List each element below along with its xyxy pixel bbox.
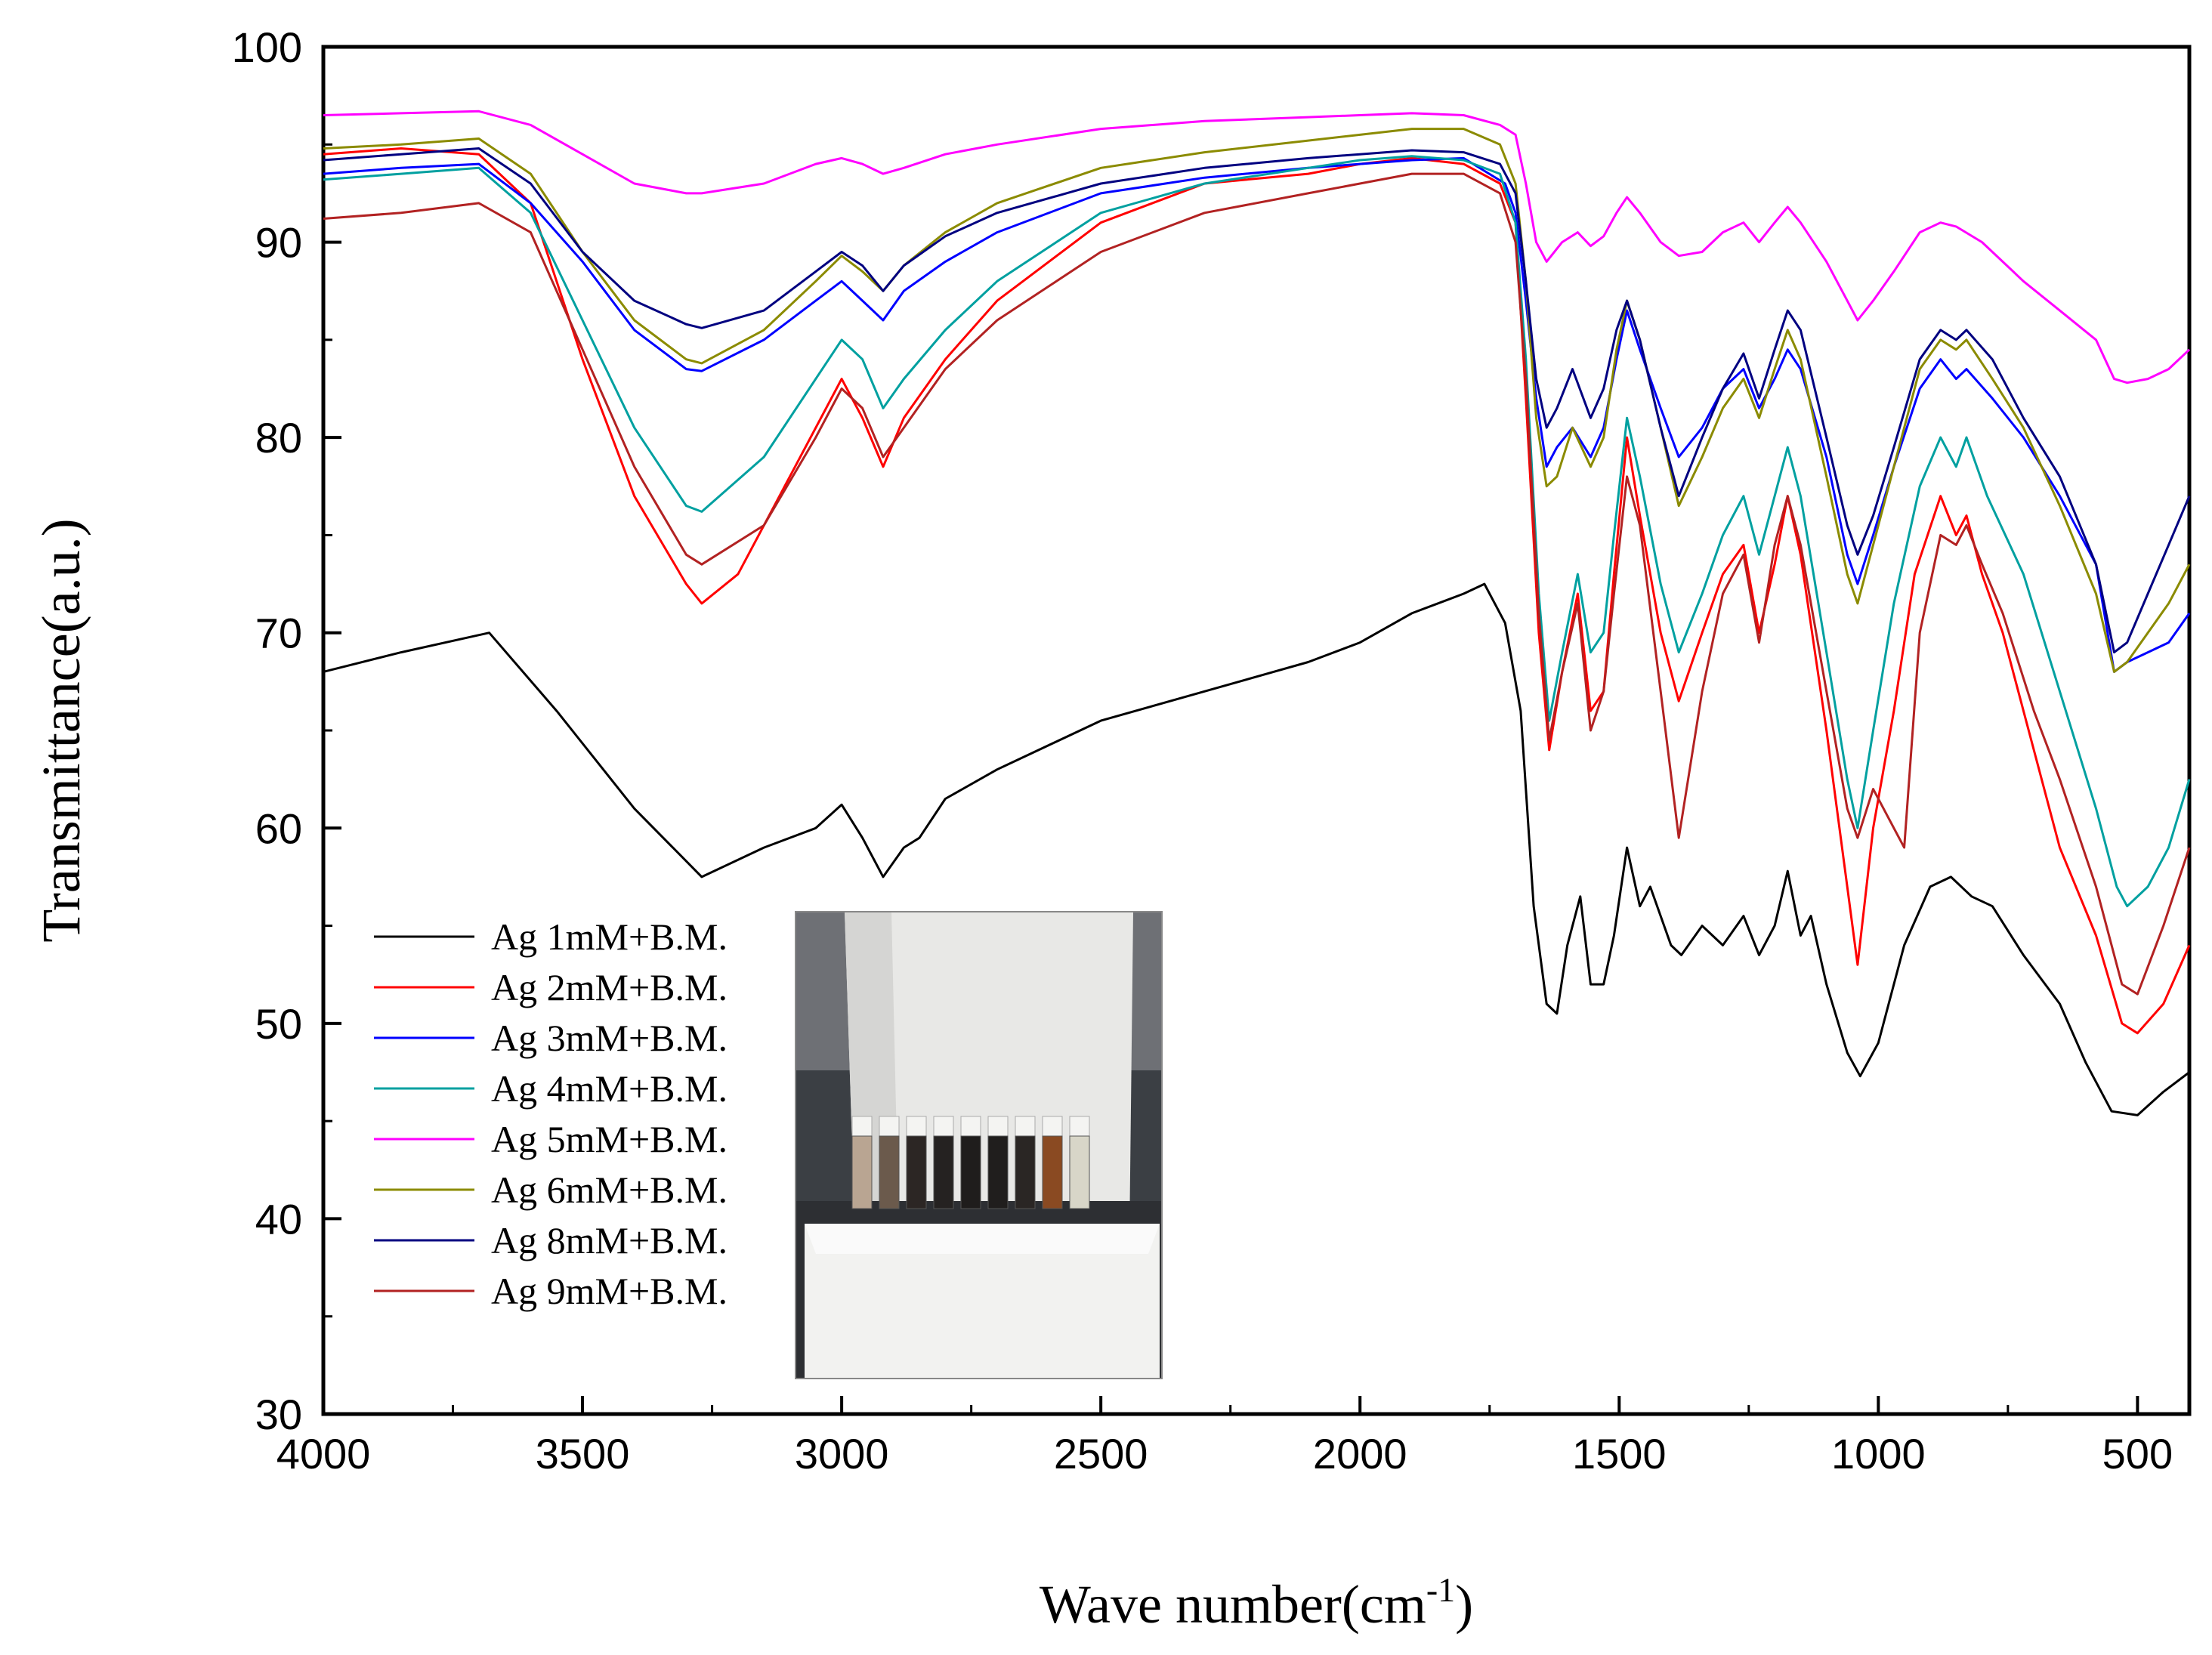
axis-tick-labels: 4000 3500 3000 2500 2000 1500 1000 500 30 40 50 60 7…	[232, 23, 2173, 1477]
y-tick-label: 70	[255, 610, 302, 657]
vial-cap	[906, 1116, 927, 1137]
x-tick-label: 3000	[795, 1430, 889, 1477]
series-line-6	[323, 128, 2191, 673]
legend-label: Ag 6mM+B.M.	[491, 1169, 728, 1211]
vial-body	[879, 1135, 900, 1209]
vial-cap	[987, 1116, 1009, 1137]
vials-group	[851, 1116, 1090, 1209]
legend-label: Ag 5mM+B.M.	[491, 1118, 728, 1160]
legend-label: Ag 3mM+B.M.	[491, 1017, 728, 1059]
vial-body	[960, 1135, 981, 1209]
x-axis-title-tail: )	[1455, 1574, 1473, 1635]
legend-label: Ag 1mM+B.M.	[491, 915, 728, 958]
vial-body	[1042, 1135, 1063, 1209]
legend-label: Ag 8mM+B.M.	[491, 1219, 728, 1261]
x-tick-label: 2000	[1313, 1430, 1407, 1477]
y-tick-label: 50	[255, 1000, 302, 1048]
vial-body	[851, 1135, 873, 1209]
vial-cap	[960, 1116, 981, 1137]
vial-body	[1015, 1135, 1036, 1209]
series-line-8	[323, 172, 2191, 996]
x-tick-label: 500	[2102, 1430, 2173, 1477]
vial-cap	[933, 1116, 954, 1137]
series-lines	[323, 110, 2191, 1116]
vial-body	[933, 1135, 954, 1209]
y-tick-label: 100	[232, 23, 302, 71]
x-axis-title-superscript: -1	[1426, 1570, 1455, 1609]
y-tick-label: 30	[255, 1391, 302, 1438]
series-line-4	[323, 155, 2191, 908]
inset-photo	[795, 911, 1163, 1379]
axis-ticks	[322, 45, 2139, 1416]
x-tick-label: 4000	[276, 1430, 371, 1477]
x-tick-label: 3500	[536, 1430, 630, 1477]
series-line-3	[323, 156, 2191, 673]
vial-body	[987, 1135, 1009, 1209]
y-axis-title: Transmittance(a.u.)	[31, 518, 91, 942]
series-line-2	[323, 147, 2191, 1035]
series-line-5	[323, 110, 2191, 384]
vial-cap	[851, 1116, 873, 1137]
x-tick-label: 1000	[1831, 1430, 1926, 1477]
legend-label: Ag 4mM+B.M.	[491, 1067, 728, 1110]
legend-label: Ag 2mM+B.M.	[491, 966, 728, 1008]
vial-cap	[1015, 1116, 1036, 1137]
y-tick-label: 40	[255, 1195, 302, 1243]
legend-label: Ag 9mM+B.M.	[491, 1270, 728, 1312]
x-axis-title-main: Wave number(cm	[1040, 1574, 1426, 1635]
vial-cap	[1069, 1116, 1090, 1137]
y-tick-label: 80	[255, 414, 302, 462]
series-line-1	[323, 582, 2190, 1116]
x-axis-title: Wave number(cm-1)	[1040, 1570, 1473, 1635]
x-tick-label: 2500	[1054, 1430, 1148, 1477]
y-tick-label: 90	[255, 219, 302, 267]
vial-cap	[879, 1116, 900, 1137]
vial-cap	[1042, 1116, 1063, 1137]
legend: Ag 1mM+B.M. Ag 2mM+B.M. Ag 3mM+B.M. Ag 4mM+…	[374, 915, 728, 1312]
vial-body	[906, 1135, 927, 1209]
vial-body	[1069, 1135, 1090, 1209]
x-tick-label: 1500	[1572, 1430, 1667, 1477]
series-line-7	[323, 147, 2191, 654]
y-tick-label: 60	[255, 804, 302, 852]
